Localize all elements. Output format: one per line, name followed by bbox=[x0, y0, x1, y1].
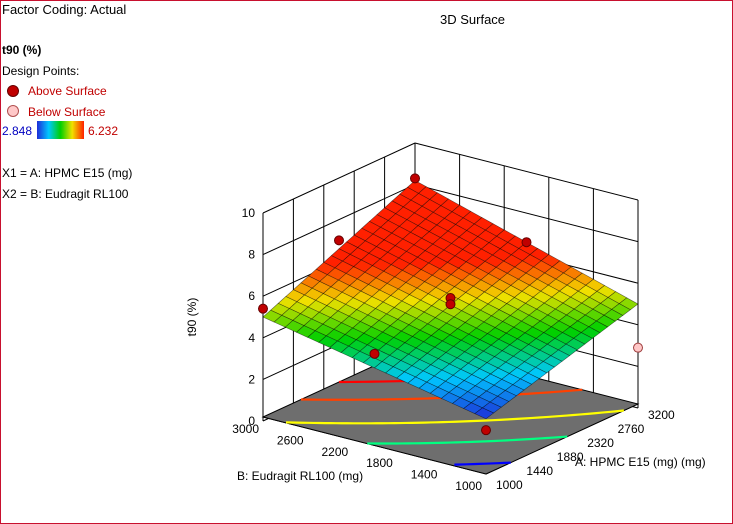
grid-line-z bbox=[262, 184, 416, 256]
design-point bbox=[521, 237, 532, 248]
tick-label-x: 1440 bbox=[526, 464, 553, 478]
grid-line-z bbox=[262, 142, 416, 214]
axis-labels: 0246810100014401880232027603200100014001… bbox=[185, 206, 706, 493]
tick-label-y: 2600 bbox=[277, 433, 304, 447]
design-points bbox=[258, 173, 643, 436]
design-point bbox=[334, 235, 344, 246]
contour-floor bbox=[261, 346, 640, 475]
design-point bbox=[633, 342, 643, 353]
tick-label-y: 1800 bbox=[366, 456, 393, 470]
design-point bbox=[445, 299, 456, 310]
design-point bbox=[410, 173, 420, 184]
tick-label-x: 1000 bbox=[496, 478, 523, 492]
below-surface-marker-icon bbox=[7, 105, 19, 117]
tick-label-z: 6 bbox=[248, 289, 255, 303]
design-point bbox=[369, 348, 380, 359]
tick-label-y: 2200 bbox=[321, 445, 348, 459]
tick-label-x: 3200 bbox=[648, 408, 675, 422]
tick-label-x: 1880 bbox=[557, 450, 584, 464]
design-points-label: Design Points: bbox=[2, 64, 80, 78]
tick-label-y: 1000 bbox=[455, 479, 482, 493]
z-axis-title: t90 (%) bbox=[185, 298, 199, 337]
above-surface-marker-icon bbox=[7, 85, 19, 97]
response-surface bbox=[262, 180, 639, 420]
tick-label-y: 3000 bbox=[232, 422, 259, 436]
contour-line bbox=[300, 388, 583, 401]
factor-x1-definition: X1 = A: HPMC E15 (mg) bbox=[2, 166, 133, 180]
tick-label-z: 2 bbox=[248, 372, 255, 386]
tick-label-z: 8 bbox=[248, 248, 255, 262]
grid-line-z bbox=[414, 184, 639, 243]
x-axis-title: A: HPMC E15 (mg) (mg) bbox=[575, 455, 706, 469]
tick-label-z: 0 bbox=[248, 414, 255, 428]
design-point bbox=[481, 425, 491, 436]
y-axis-title: B: Eudragit RL100 (mg) bbox=[237, 469, 363, 483]
factor-coding-label: Factor Coding: Actual bbox=[2, 2, 127, 17]
legend-below-surface: Below Surface bbox=[28, 105, 106, 119]
tick-label-x: 2760 bbox=[618, 422, 645, 436]
tick-label-z: 4 bbox=[248, 331, 255, 345]
color-scale-bar bbox=[37, 121, 84, 139]
contour-line bbox=[286, 409, 624, 425]
response-name: t90 (%) bbox=[2, 43, 42, 57]
contour-line bbox=[454, 461, 511, 466]
surface-cell bbox=[474, 407, 495, 420]
tick-label-x: 2320 bbox=[587, 436, 614, 450]
grid-line-z bbox=[414, 142, 639, 201]
contour-line bbox=[367, 435, 568, 445]
design-point bbox=[258, 303, 268, 314]
legend-above-surface: Above Surface bbox=[28, 84, 107, 98]
color-scale-min: 2.848 bbox=[2, 124, 33, 138]
tick-label-y: 1400 bbox=[411, 468, 438, 482]
chart-title: 3D Surface bbox=[440, 12, 506, 27]
color-scale-max: 6.232 bbox=[88, 124, 119, 138]
tick-label-z: 10 bbox=[242, 206, 256, 220]
factor-x2-definition: X2 = B: Eudragit RL100 bbox=[2, 187, 129, 201]
